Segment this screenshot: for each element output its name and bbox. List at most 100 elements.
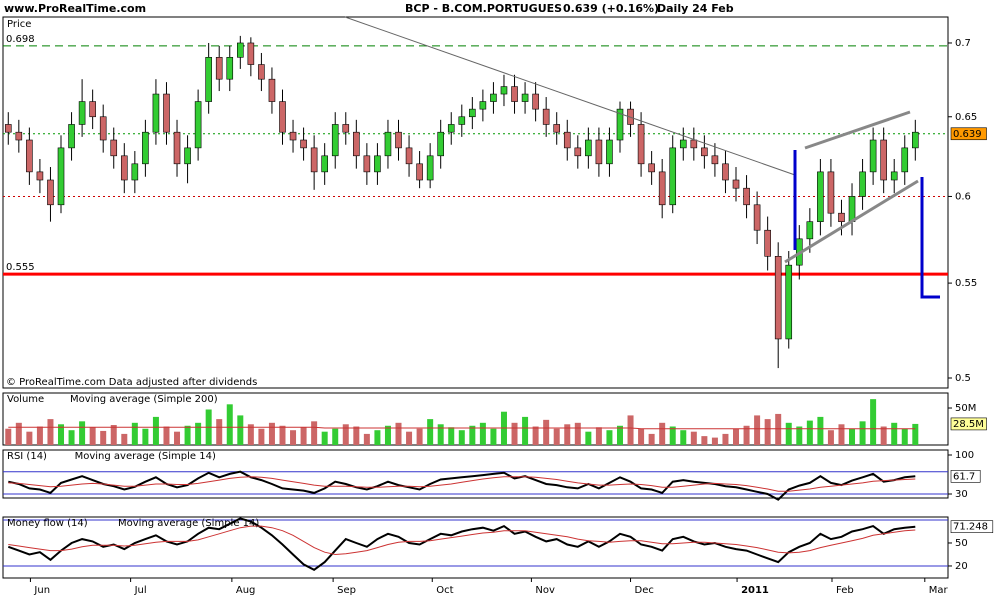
volume-bar [659, 422, 666, 445]
quote: 0.639 (+0.16%) [563, 2, 659, 15]
volume-bar [880, 426, 887, 445]
volume-bar [511, 422, 518, 445]
legend-entry: Moving average (Simple 14) [75, 451, 216, 462]
candle-body [279, 101, 286, 133]
candle-body [711, 155, 719, 165]
wedge-lower [784, 179, 919, 264]
volume-bar [849, 428, 856, 445]
y-tick-label: 0.5 [955, 373, 971, 384]
volume-bar [796, 426, 803, 445]
candle-body [490, 93, 497, 102]
candle-body [268, 78, 276, 102]
volume-bar [912, 423, 919, 445]
candle-body [479, 101, 487, 110]
candle-body [827, 171, 835, 214]
x-tick-label: Oct [436, 585, 453, 596]
last-value-label: 71.248 [953, 522, 988, 533]
y-tick-label: 0.55 [955, 278, 977, 289]
candle-body [99, 116, 107, 141]
volume-bar [406, 431, 413, 445]
y-tick-label: 0.6 [955, 191, 971, 202]
candle-body [648, 163, 655, 173]
volume-bar [427, 419, 434, 445]
volume-bar [458, 430, 465, 445]
volume-bar [363, 433, 370, 445]
volume-bar [384, 425, 391, 445]
moving-average [8, 476, 916, 492]
volume-bar [543, 419, 550, 445]
candle-body [110, 139, 118, 157]
candle-body [89, 101, 96, 118]
candle-body [26, 139, 33, 173]
candle-body [384, 131, 392, 157]
y-tick-label: 50M [955, 403, 976, 414]
candle-body [521, 93, 529, 102]
legend-entry: RSI (14) [7, 451, 47, 462]
volume-bar [859, 421, 866, 445]
volume-bar [616, 425, 623, 445]
candle-body [690, 139, 698, 149]
annotations [344, 16, 940, 299]
candle-body [732, 179, 740, 189]
candle-body [68, 124, 75, 149]
volume-bar [89, 427, 96, 445]
candle-body [912, 131, 919, 149]
volume-bar [321, 431, 328, 445]
volume-bar [606, 430, 613, 445]
x-tick-label: Dec [635, 585, 654, 596]
volume-bar [827, 430, 834, 445]
candle-body [563, 131, 571, 149]
y-tick-label: 20 [955, 561, 968, 572]
panel-frame [2, 516, 949, 579]
volume-bar [300, 427, 307, 445]
candle-body [890, 171, 898, 181]
y-tick-label: 30 [955, 489, 968, 500]
volume-bar [100, 430, 107, 445]
volume-bar [722, 433, 729, 445]
volume-bar [817, 416, 824, 445]
candle-body [426, 155, 434, 181]
x-tick-label: Aug [236, 585, 256, 596]
last-value-label: 28.5M [953, 419, 984, 430]
candle-body [542, 108, 550, 125]
volume-bar [785, 422, 792, 445]
volume-bar [36, 426, 43, 445]
volume-bar [174, 431, 181, 445]
volume-bar [216, 419, 223, 445]
candle-body [215, 56, 223, 80]
candle-body [47, 179, 54, 206]
candle-body [458, 116, 466, 125]
volume-bar [870, 399, 877, 445]
volume-bar [532, 426, 539, 445]
last-value-box [950, 127, 987, 141]
volume-bar [247, 424, 254, 445]
volume-bar [353, 426, 360, 445]
site-name: www.ProRealTime.com [4, 2, 146, 15]
candle-body [395, 131, 402, 149]
y-tick-label: 100 [955, 450, 974, 461]
candle-body [237, 42, 244, 58]
candle-body [785, 264, 793, 340]
candle-body [658, 171, 666, 206]
volume-bar [522, 416, 529, 445]
volume-bar [564, 424, 571, 445]
volume-bar [5, 428, 12, 445]
legend-entry: Moving average (Simple 200) [70, 394, 218, 405]
y-tick-label: 0.7 [955, 38, 971, 49]
volume-bar [891, 422, 898, 445]
panel-title: Price [7, 19, 31, 30]
volume-bar [806, 420, 813, 445]
candle-body [342, 124, 350, 133]
candle-body [57, 147, 65, 206]
candle-body [743, 187, 750, 206]
candle-body [669, 147, 677, 206]
candle-body [353, 131, 360, 157]
candle-body [289, 131, 297, 141]
volume-bar [184, 425, 191, 445]
candle-body [606, 139, 613, 165]
candle-body [701, 147, 708, 157]
volume-bar [110, 425, 117, 445]
candle-body [585, 139, 592, 157]
candle-body [774, 256, 782, 340]
